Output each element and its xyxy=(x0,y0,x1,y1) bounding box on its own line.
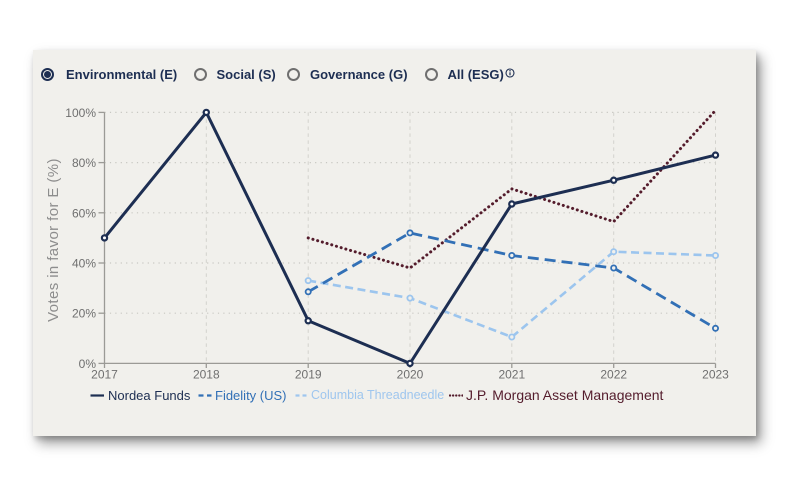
svg-text:2021: 2021 xyxy=(498,368,525,382)
svg-text:2017: 2017 xyxy=(91,368,118,382)
svg-text:100%: 100% xyxy=(65,106,96,120)
svg-text:40%: 40% xyxy=(72,257,96,271)
svg-text:2019: 2019 xyxy=(295,368,322,382)
svg-text:20%: 20% xyxy=(72,307,96,321)
svg-text:2023: 2023 xyxy=(702,368,729,382)
svg-text:80%: 80% xyxy=(72,156,96,170)
svg-text:Votes in favor for E (%): Votes in favor for E (%) xyxy=(45,158,62,322)
svg-text:2020: 2020 xyxy=(397,368,424,382)
svg-text:0%: 0% xyxy=(79,357,97,371)
svg-text:2022: 2022 xyxy=(600,368,627,382)
svg-text:60%: 60% xyxy=(72,206,96,220)
svg-text:2018: 2018 xyxy=(193,368,220,382)
